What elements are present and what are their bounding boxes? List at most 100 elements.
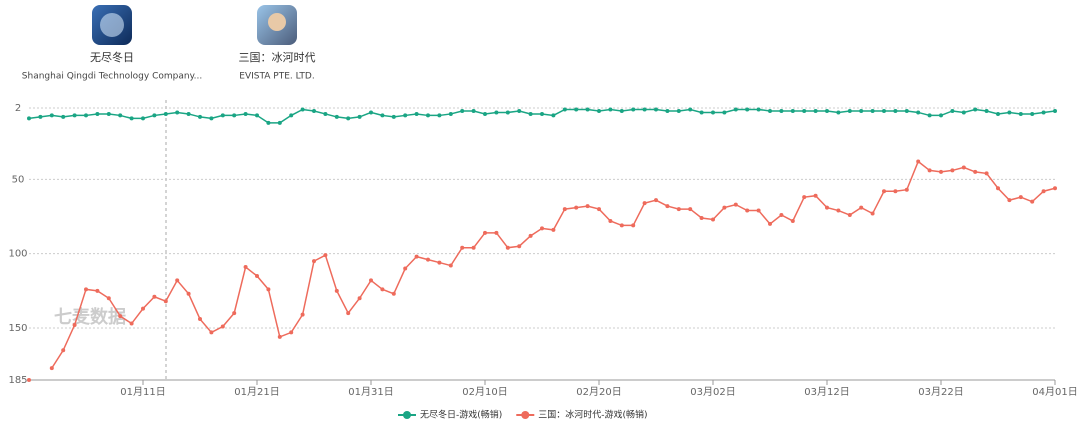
data-point: [790, 218, 795, 223]
data-point: [118, 314, 123, 319]
data-point: [562, 207, 567, 212]
data-point: [768, 221, 772, 226]
data-point: [676, 108, 681, 113]
data-point: [49, 366, 54, 371]
data-point: [585, 204, 590, 209]
data-point: [528, 233, 533, 238]
series-line: [51, 160, 1056, 369]
data-point: [779, 108, 784, 113]
watermark: 七麦数据: [54, 306, 126, 328]
data-point: [893, 189, 898, 194]
x-tick-label: 01月31日: [348, 386, 393, 398]
data-point: [483, 111, 487, 116]
data-point: [61, 348, 66, 353]
data-point: [175, 110, 180, 115]
data-point: [243, 265, 248, 270]
data-point: [357, 114, 362, 119]
data-point: [471, 245, 476, 250]
data-point: [722, 110, 727, 115]
data-point: [996, 111, 1000, 116]
data-point: [471, 108, 476, 113]
data-point: [802, 108, 807, 113]
data-point: [84, 113, 88, 118]
data-point: [619, 108, 624, 113]
data-point: [163, 299, 168, 304]
icon-detail: [268, 13, 286, 31]
legend-label: 无尽冬日-游戏(畅销): [420, 409, 502, 421]
app-developer: EVISTA PTE. LTD.: [239, 72, 314, 82]
data-point: [198, 114, 202, 119]
data-point: [1041, 110, 1046, 115]
data-point: [266, 120, 271, 125]
data-point: [790, 108, 795, 113]
data-point: [95, 111, 100, 116]
legend-marker: [521, 411, 530, 419]
data-point: [597, 108, 601, 113]
x-tick-label: 02月20日: [576, 386, 621, 398]
x-tick-label: 03月02日: [690, 386, 735, 398]
data-point: [859, 108, 864, 113]
data-point: [722, 205, 727, 210]
data-point: [38, 114, 43, 119]
data-point: [312, 259, 316, 264]
data-point: [243, 111, 248, 116]
data-point: [95, 288, 100, 293]
data-point: [847, 108, 852, 113]
data-point: [220, 113, 225, 118]
data-point: [323, 253, 328, 258]
data-point: [1018, 111, 1023, 116]
data-point: [448, 263, 453, 268]
data-point: [688, 207, 693, 212]
data-point: [631, 107, 636, 112]
data-point: [893, 108, 898, 113]
data-point: [608, 107, 613, 112]
data-point: [961, 110, 966, 115]
data-point: [175, 278, 180, 283]
data-point: [973, 169, 978, 174]
data-point: [870, 108, 875, 113]
data-point: [255, 273, 259, 278]
y-tick-label: 2: [15, 103, 21, 114]
x-tick-label: 01月11日: [120, 386, 165, 398]
data-point: [129, 321, 134, 326]
app-name: 无尽冬日: [90, 50, 134, 64]
data-point: [961, 165, 966, 170]
app-developer: Shanghai Qingdi Technology Company...: [22, 72, 202, 82]
y-tick-label: 100: [8, 249, 27, 260]
data-point: [916, 110, 921, 115]
data-point: [346, 311, 351, 316]
data-point: [448, 111, 453, 116]
data-point: [152, 113, 157, 118]
data-point: [357, 296, 362, 301]
data-point: [232, 311, 237, 316]
data-point: [426, 257, 430, 262]
data-point: [927, 113, 932, 118]
data-point: [699, 215, 704, 220]
data-point: [106, 111, 111, 116]
data-point: [574, 107, 579, 112]
data-point: [141, 116, 145, 121]
data-point: [1053, 186, 1057, 191]
data-point: [631, 223, 636, 228]
data-point: [277, 334, 282, 339]
data-point: [950, 168, 955, 173]
data-point: [198, 317, 202, 322]
data-point: [334, 288, 339, 293]
data-point: [437, 260, 442, 265]
data-point: [904, 108, 909, 113]
data-point: [437, 113, 442, 118]
data-point: [540, 226, 544, 231]
data-point: [369, 278, 373, 283]
data-point: [608, 218, 613, 223]
y-tick-label: 150: [8, 323, 27, 334]
data-point: [574, 205, 579, 210]
data-point: [1030, 111, 1035, 116]
data-point: [551, 113, 556, 118]
data-point: [984, 108, 989, 113]
data-point: [654, 107, 658, 112]
data-point: [939, 113, 943, 118]
data-point: [745, 208, 750, 213]
data-point: [460, 245, 465, 250]
data-point: [540, 111, 544, 116]
